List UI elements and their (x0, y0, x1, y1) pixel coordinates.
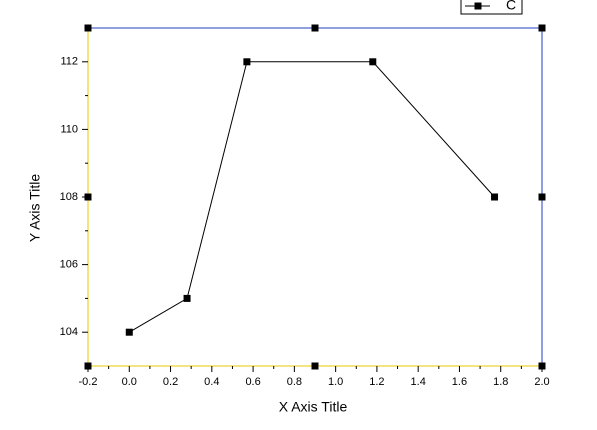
x-tick-label: 0.8 (287, 376, 302, 388)
y-tick-label: 108 (60, 191, 78, 203)
x-tick-label: 0.4 (204, 376, 219, 388)
y-tick-label: 110 (60, 123, 78, 135)
y-tick-label: 106 (60, 259, 78, 271)
data-point (369, 58, 377, 66)
legend-label: C (506, 0, 516, 13)
x-tick-label: 1.2 (369, 376, 384, 388)
y-axis-title: Y Axis Title (27, 174, 43, 242)
x-tick-label: 0.6 (245, 376, 260, 388)
x-tick-label: 1.8 (493, 376, 508, 388)
x-tick-label: 1.4 (411, 376, 426, 388)
x-tick-label: 1.0 (328, 376, 343, 388)
legend-marker (474, 2, 482, 10)
x-tick-label: -0.2 (79, 376, 98, 388)
y-tick-label: 112 (60, 56, 78, 68)
data-point (125, 328, 133, 336)
x-tick-label: 1.6 (452, 376, 467, 388)
y-tick-label: 104 (60, 326, 78, 338)
data-point (183, 294, 191, 302)
data-point (243, 58, 251, 66)
x-tick-label: 0.0 (122, 376, 137, 388)
axis-handle (538, 24, 546, 32)
x-axis-title: X Axis Title (279, 399, 348, 415)
data-point (491, 193, 499, 201)
axis-handle (538, 193, 546, 201)
axis-handle (311, 24, 319, 32)
series-line (129, 61, 495, 333)
x-tick-label: 2.0 (534, 376, 549, 388)
x-tick-label: 0.2 (163, 376, 178, 388)
